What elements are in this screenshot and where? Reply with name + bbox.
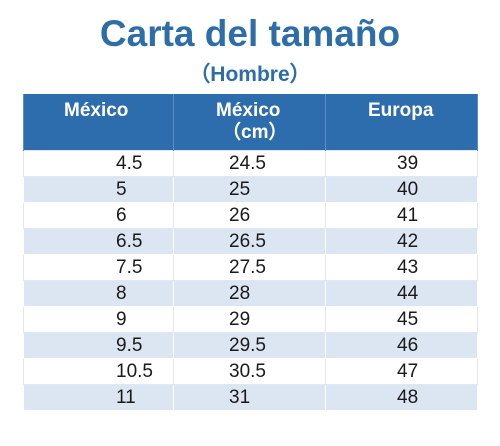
cell-europa: 43 (325, 254, 478, 281)
cell-mexico: 9.5 (23, 332, 174, 359)
cell-mexico-cm: 29.5 (173, 332, 326, 359)
cell-europa: 41 (325, 202, 478, 229)
column-header-europa: Europa (325, 94, 478, 151)
table-row: 9 29 45 (23, 306, 478, 333)
size-chart-table: México México （cm） Europa 4.5 24.5 39 5 … (23, 94, 478, 411)
cell-europa: 47 (325, 358, 478, 385)
cell-europa: 46 (325, 332, 478, 359)
table-row: 6 26 41 (23, 202, 478, 229)
cell-europa: 39 (325, 150, 478, 177)
cell-mexico-cm: 26.5 (173, 228, 326, 255)
cell-mexico-cm: 30.5 (173, 358, 326, 385)
cell-mexico-cm: 31 (173, 384, 326, 411)
cell-mexico: 8 (23, 280, 174, 307)
table-row: 11 31 48 (23, 384, 478, 411)
cell-mexico: 7.5 (23, 254, 174, 281)
cell-mexico: 6 (23, 202, 174, 229)
page-subtitle: （Hombre） (189, 63, 311, 86)
cell-europa: 48 (325, 384, 478, 411)
column-header-label: México (216, 100, 281, 121)
table-row: 8 28 44 (23, 280, 478, 307)
cell-mexico-cm: 27.5 (173, 254, 326, 281)
cell-mexico: 10.5 (23, 358, 174, 385)
column-header-label: México (64, 100, 129, 121)
table-row: 10.5 30.5 47 (23, 358, 478, 385)
table-row: 7.5 27.5 43 (23, 254, 478, 281)
header-row: México México （cm） Europa (23, 94, 478, 151)
column-header-unit: （cm） (222, 122, 288, 143)
cell-europa: 42 (325, 228, 478, 255)
cell-europa: 45 (325, 306, 478, 333)
column-header-mexico-cm: México （cm） (173, 94, 326, 151)
cell-mexico-cm: 26 (173, 202, 326, 229)
table-row: 5 25 40 (23, 176, 478, 203)
table-row: 4.5 24.5 39 (23, 150, 478, 177)
cell-mexico: 11 (23, 384, 174, 411)
cell-mexico-cm: 25 (173, 176, 326, 203)
cell-europa: 40 (325, 176, 478, 203)
table-row: 9.5 29.5 46 (23, 332, 478, 359)
column-header-label: Europa (368, 100, 434, 121)
cell-mexico: 5 (23, 176, 174, 203)
cell-mexico: 6.5 (23, 228, 174, 255)
cell-mexico-cm: 24.5 (173, 150, 326, 177)
cell-mexico-cm: 29 (173, 306, 326, 333)
cell-mexico: 4.5 (23, 150, 174, 177)
column-header-mexico: México (23, 94, 174, 151)
cell-mexico: 9 (23, 306, 174, 333)
cell-mexico-cm: 28 (173, 280, 326, 307)
page-title: Carta del tamaño (99, 13, 401, 54)
table-row: 6.5 26.5 42 (23, 228, 478, 255)
cell-europa: 44 (325, 280, 478, 307)
